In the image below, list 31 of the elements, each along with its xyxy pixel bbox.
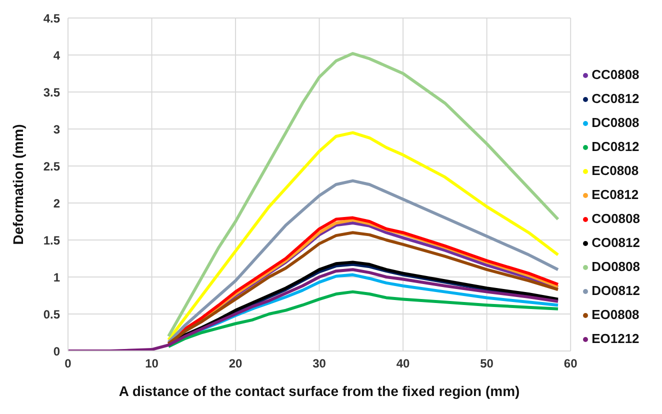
y-tick-label: 3 (53, 122, 60, 136)
x-tick-label: 10 (145, 356, 159, 371)
legend-label: DO0808 (592, 259, 640, 274)
x-tick-label: 50 (480, 356, 494, 371)
x-tick-label: 30 (312, 356, 326, 371)
legend-label: CO0808 (592, 211, 640, 226)
legend-label: CC0808 (592, 67, 640, 82)
y-tick-label: 1.5 (43, 233, 60, 248)
y-tick-label: 3.5 (43, 85, 60, 100)
y-axis-title: Deformation (mm) (10, 124, 26, 245)
x-tick-label: 40 (396, 356, 410, 371)
legend-label: EC0808 (592, 163, 639, 178)
y-tick-label: 4.5 (43, 11, 60, 26)
legend-label: CC0812 (592, 91, 640, 106)
x-tick-label: 20 (228, 356, 243, 371)
legend-label: DC0808 (592, 115, 640, 130)
y-tick-label: 1 (53, 270, 60, 284)
legend-label: DO0812 (592, 283, 640, 298)
legend-label: EC0812 (592, 187, 639, 202)
y-tick-label: 4 (53, 48, 60, 62)
y-tick-label: 0.5 (43, 307, 60, 322)
y-tick-label: 0 (53, 344, 60, 358)
legend-label: EO0808 (592, 307, 640, 322)
legend-label: CO0812 (592, 235, 640, 250)
legend-label: EO1212 (592, 331, 640, 346)
x-tick-label: 60 (564, 356, 578, 371)
y-tick-label: 2 (53, 196, 60, 210)
x-axis-title: A distance of the contact surface from the fixed region (mm) (118, 383, 520, 399)
x-tick-label: 0 (64, 356, 72, 371)
y-tick-label: 2.5 (43, 159, 60, 174)
legend-label: DC0812 (592, 139, 640, 154)
